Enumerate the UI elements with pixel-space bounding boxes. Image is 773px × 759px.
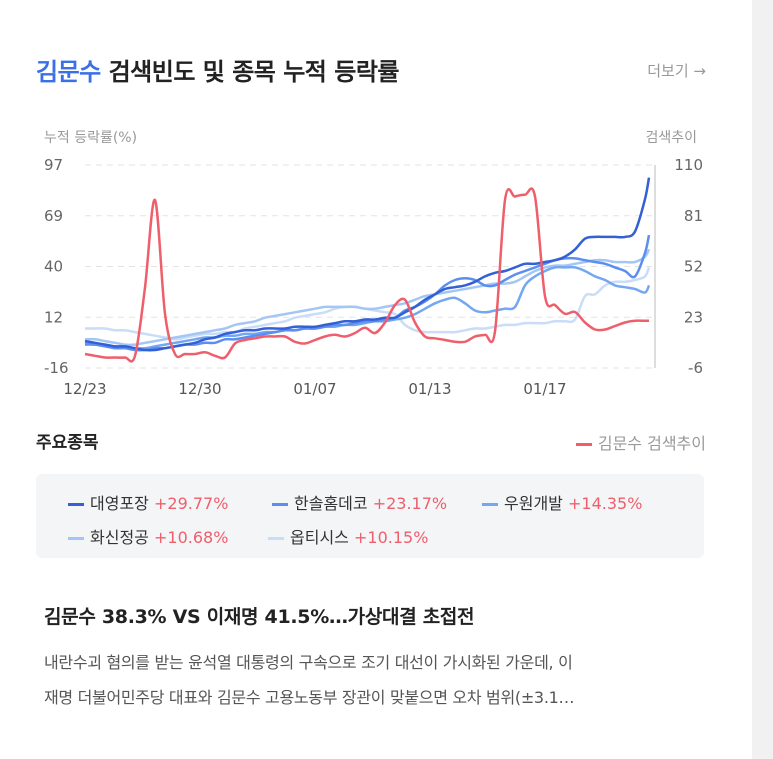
y-right-tick: 23 xyxy=(684,308,703,326)
legend-item-daeyoung[interactable]: 대영포장 +29.77% xyxy=(68,490,228,514)
x-tick: 01/07 xyxy=(293,380,336,398)
legend-item-optisis[interactable]: 옵티시스 +10.15% xyxy=(268,524,428,548)
legend-name: 대영포장 xyxy=(90,494,149,513)
legend-name: 옵티시스 xyxy=(290,528,349,547)
legend-swatch xyxy=(68,503,84,506)
x-tick: 01/17 xyxy=(523,380,566,398)
search-trend-card: 김문수 검색빈도 및 종목 누적 등락률 더보기 → 누적 등락률(%) 검색추… xyxy=(36,52,706,707)
y-right-tick: -6 xyxy=(688,359,703,377)
y-left-tick: 69 xyxy=(44,207,63,225)
y-right-axis-title: 검색추이 xyxy=(645,130,697,146)
series-line-3 xyxy=(84,248,651,347)
news-body-line-2[interactable]: 재명 더불어민주당 대표와 김문수 고용노동부 장관이 맞붙으면 오차 범위(±… xyxy=(44,688,575,707)
y-left-tick: 40 xyxy=(44,258,63,276)
y-left-axis-title: 누적 등락률(%) xyxy=(44,130,137,146)
legend-change: +23.17% xyxy=(372,494,448,513)
page-scrollbar[interactable] xyxy=(752,0,773,759)
section-title: 주요종목 xyxy=(36,433,99,453)
series-line-search-trend xyxy=(84,187,649,363)
y-right-tick: 52 xyxy=(684,258,703,276)
series-line-0 xyxy=(84,177,651,352)
card-title: 김문수 검색빈도 및 종목 누적 등락률 xyxy=(36,52,400,87)
search-legend-label: 김문수 검색추이 xyxy=(597,434,706,453)
x-tick: 12/30 xyxy=(178,380,221,398)
more-link[interactable]: 더보기 → xyxy=(647,62,706,80)
legend-change: +10.68% xyxy=(153,528,229,547)
legend-swatch xyxy=(272,503,288,506)
trend-chart: 누적 등락률(%) 검색추이 97 110 69 81 40 52 12 23 -16 -6 12/… xyxy=(44,130,703,398)
series-line-1 xyxy=(84,234,651,352)
y-left-tick: 12 xyxy=(44,308,63,326)
y-right-tick: 110 xyxy=(674,156,703,174)
chart-ticks: 97 110 69 81 40 52 12 23 -16 -6 12/23 12/30 01/07 01/… xyxy=(44,156,703,398)
search-legend-swatch xyxy=(575,443,592,446)
legend-item-woowon[interactable]: 우원개발 +14.35% xyxy=(482,490,642,514)
y-right-tick: 81 xyxy=(684,207,703,225)
stock-legend-box: 대영포장 +29.77% 한솔홈데코 +23.17% 우원개발 +14.35% … xyxy=(36,474,704,558)
news-headline[interactable]: 김문수 38.3% VS 이재명 41.5%…가상대결 초접전 xyxy=(44,606,475,628)
stocks-section-header: 주요종목 김문수 검색추이 xyxy=(36,428,706,456)
legend-name: 우원개발 xyxy=(504,494,563,513)
news-body-line-1[interactable]: 내란수괴 혐의를 받는 윤석열 대통령의 구속으로 조기 대선이 가시화된 가운… xyxy=(44,653,573,672)
legend-item-hwashin[interactable]: 화신정공 +10.68% xyxy=(68,524,228,548)
legend-change: +10.15% xyxy=(353,528,429,547)
legend-item-hansol[interactable]: 한솔홈데코 +23.17% xyxy=(272,490,447,514)
x-tick: 01/13 xyxy=(408,380,451,398)
title-keyword: 김문수 xyxy=(36,58,101,86)
title-rest: 검색빈도 및 종목 누적 등락률 xyxy=(100,58,400,86)
legend-change: +14.35% xyxy=(567,494,643,513)
card-header: 김문수 검색빈도 및 종목 누적 등락률 더보기 → xyxy=(36,52,706,88)
legend-name: 화신정공 xyxy=(90,528,149,547)
legend-swatch xyxy=(68,537,84,540)
x-tick: 12/23 xyxy=(63,380,106,398)
search-trend-legend: 김문수 검색추이 xyxy=(575,430,706,454)
legend-name: 한솔홈데코 xyxy=(294,494,368,513)
legend-swatch xyxy=(482,503,498,506)
y-left-tick: 97 xyxy=(44,156,63,174)
legend-change: +29.77% xyxy=(153,494,229,513)
y-left-tick: -16 xyxy=(44,359,69,377)
legend-swatch xyxy=(268,537,284,540)
chart-lines xyxy=(84,177,651,363)
